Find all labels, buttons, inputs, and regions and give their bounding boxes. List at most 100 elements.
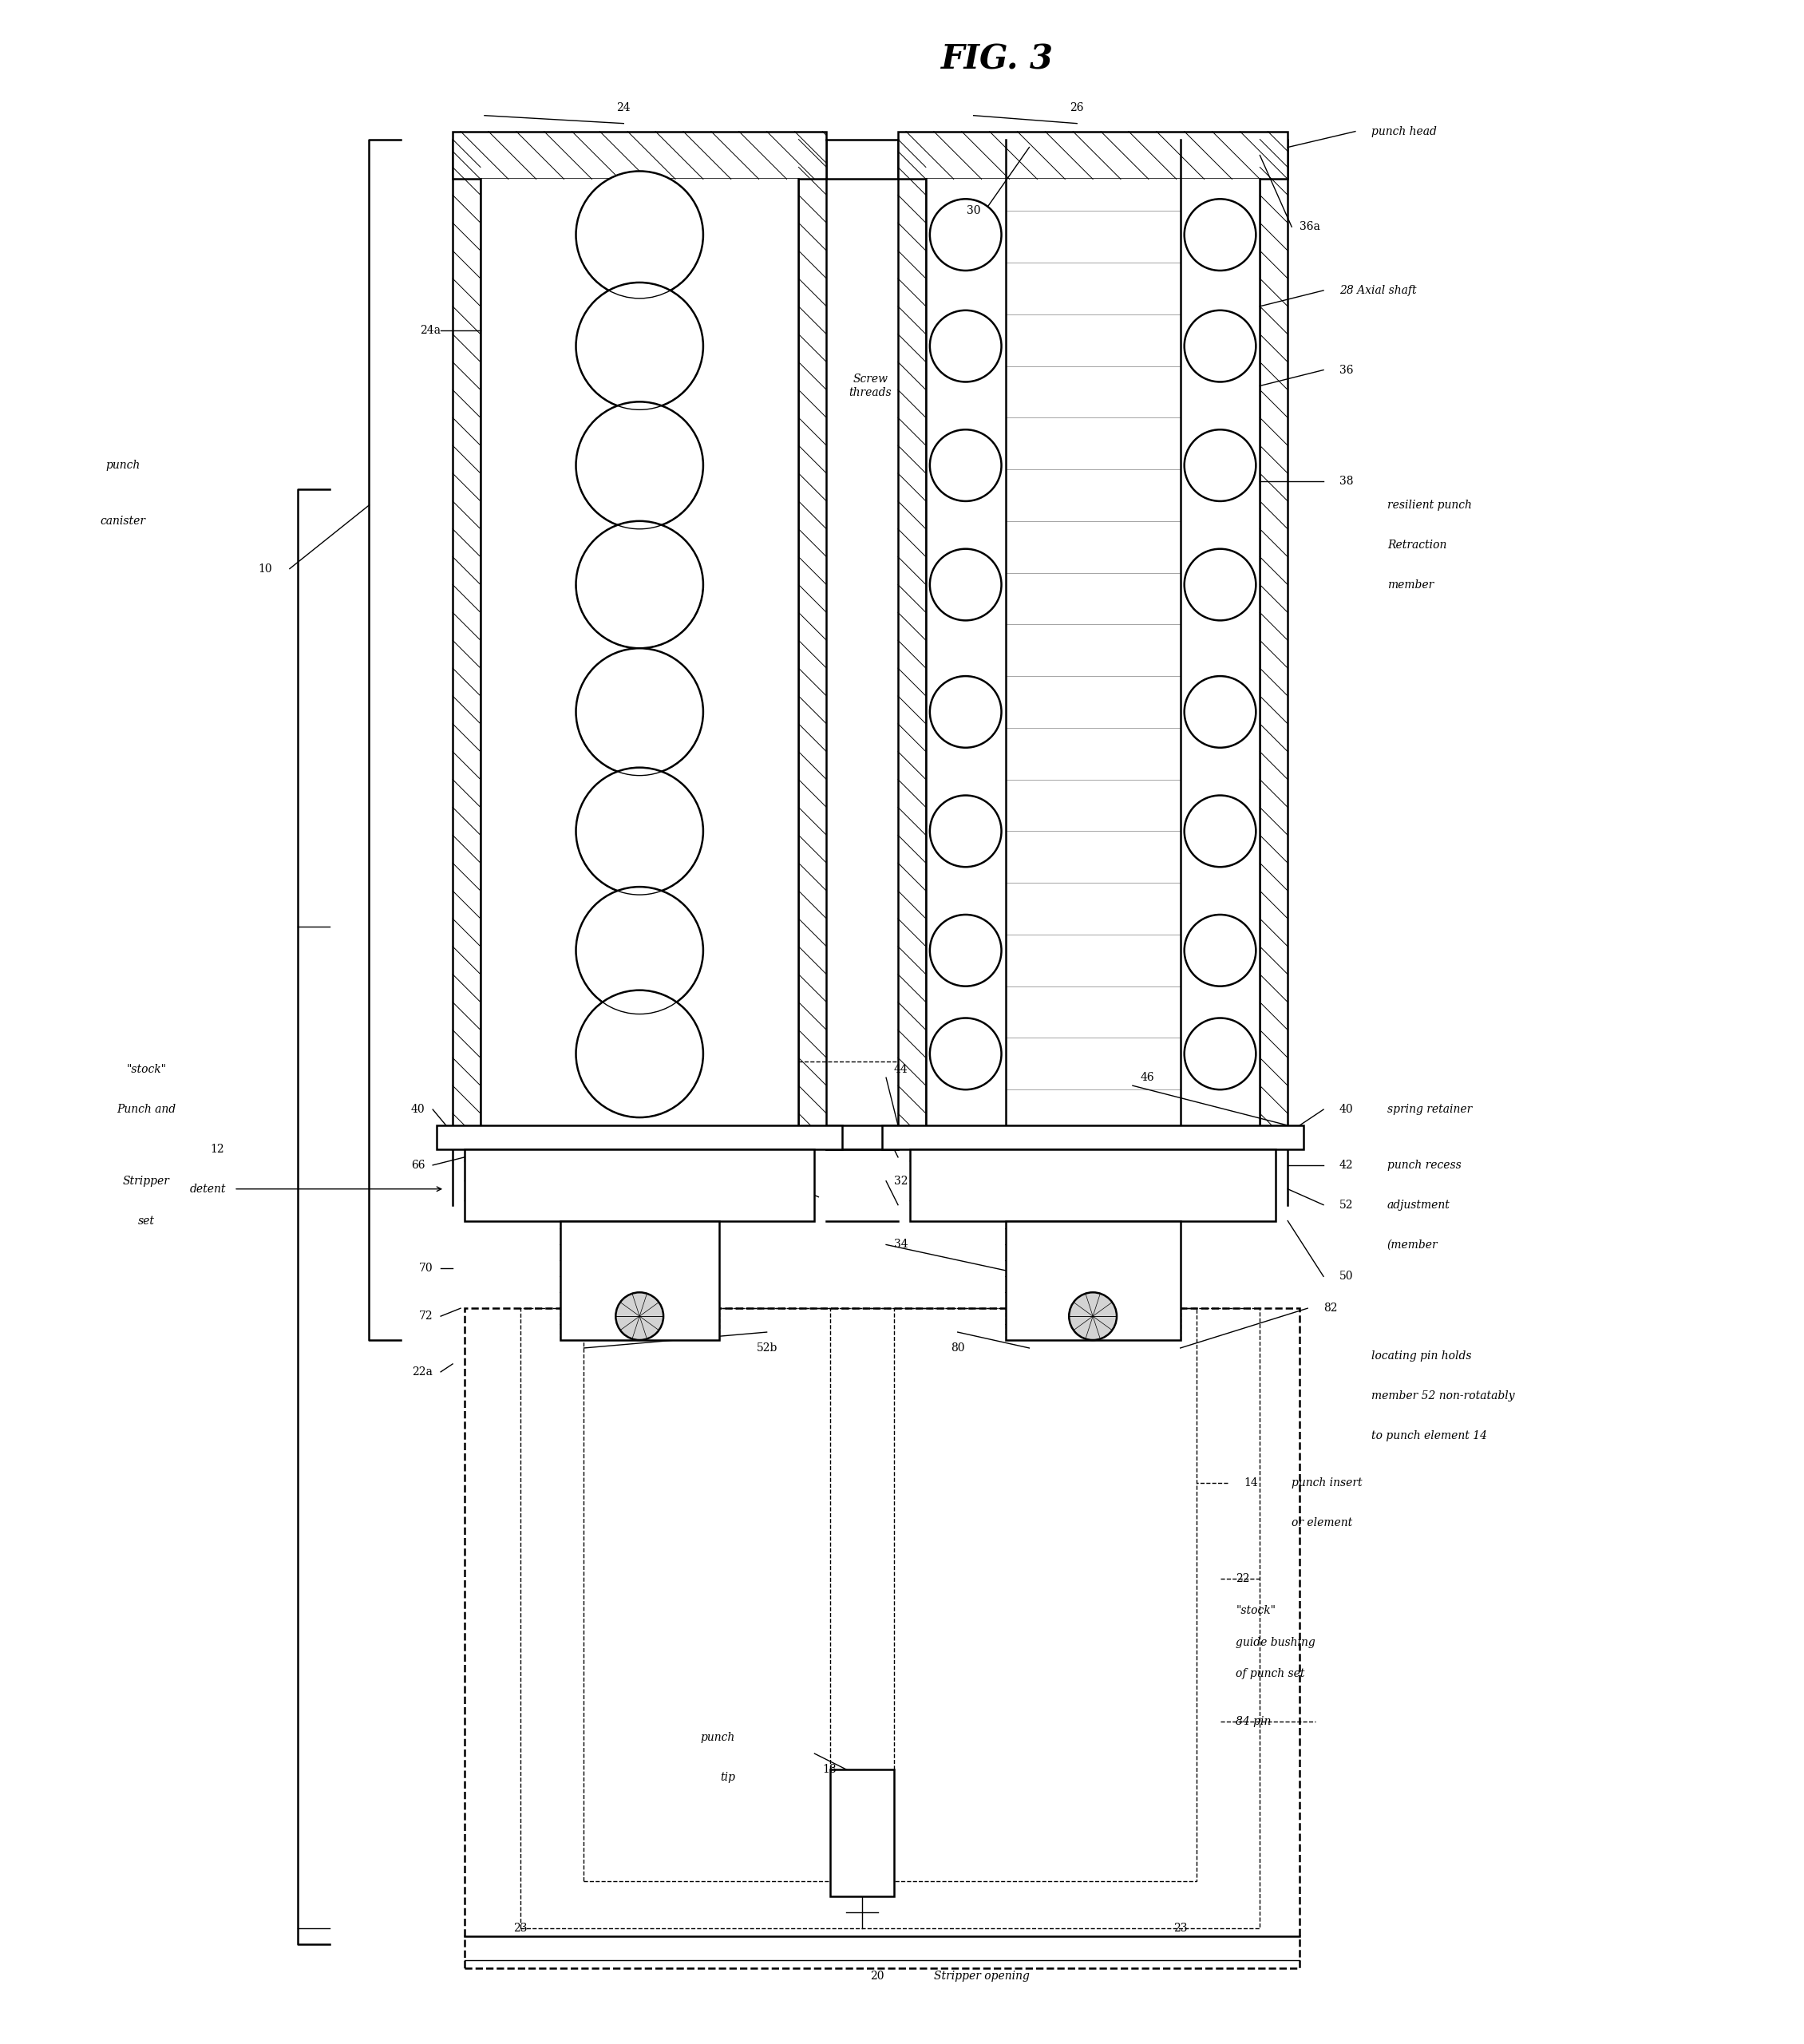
Text: FIG. 3: FIG. 3	[942, 43, 1054, 76]
Circle shape	[929, 311, 1001, 382]
Bar	[453, 131, 826, 180]
Text: resilient punch: resilient punch	[1387, 499, 1472, 511]
Text: 44: 44	[895, 1065, 907, 1075]
Text: 72: 72	[419, 1310, 433, 1322]
Bar	[465, 1149, 815, 1220]
Text: (member: (member	[1387, 1239, 1438, 1251]
Circle shape	[575, 769, 704, 895]
Circle shape	[929, 795, 1001, 867]
Text: punch head: punch head	[1371, 127, 1436, 137]
Text: punch: punch	[700, 1731, 734, 1744]
Text: 22a: 22a	[411, 1365, 433, 1378]
Text: 42: 42	[1339, 1159, 1353, 1171]
Text: 18: 18	[823, 1764, 837, 1774]
Bar	[1005, 180, 1180, 1141]
Text: to punch element 14: to punch element 14	[1371, 1431, 1486, 1441]
Text: 46: 46	[1140, 1071, 1155, 1083]
Bar	[898, 131, 1288, 180]
Text: 24: 24	[617, 102, 631, 112]
Text: tip: tip	[720, 1772, 734, 1782]
Bar	[799, 139, 826, 1141]
Circle shape	[575, 282, 704, 409]
Circle shape	[575, 172, 704, 298]
Text: 10: 10	[258, 564, 272, 574]
Bar	[437, 1126, 842, 1149]
Text: 82: 82	[1324, 1302, 1337, 1314]
Text: 50: 50	[1339, 1271, 1353, 1282]
Bar	[480, 180, 799, 1141]
Bar	[925, 180, 1259, 1141]
Bar	[1259, 139, 1288, 1141]
Circle shape	[929, 677, 1001, 748]
Text: 28 Axial shaft: 28 Axial shaft	[1339, 284, 1416, 296]
Text: spring retainer: spring retainer	[1387, 1104, 1472, 1116]
Circle shape	[575, 648, 704, 775]
Text: 12: 12	[209, 1145, 224, 1155]
Circle shape	[1185, 311, 1256, 382]
Text: 30: 30	[967, 204, 981, 217]
Text: 14: 14	[1245, 1478, 1257, 1488]
Text: 76: 76	[734, 1151, 749, 1163]
Text: 36a: 36a	[1299, 221, 1321, 233]
Text: locating pin holds: locating pin holds	[1371, 1351, 1472, 1361]
Text: 34: 34	[895, 1239, 907, 1251]
Bar	[898, 139, 925, 1141]
Bar	[882, 1126, 1304, 1149]
Circle shape	[929, 198, 1001, 270]
Circle shape	[1070, 1292, 1117, 1341]
Circle shape	[1185, 198, 1256, 270]
Text: 36: 36	[1339, 364, 1353, 376]
Text: adjustment: adjustment	[1387, 1200, 1450, 1210]
Text: punch: punch	[105, 460, 141, 470]
Circle shape	[929, 429, 1001, 501]
Text: 23: 23	[1173, 1923, 1187, 1934]
Circle shape	[1185, 795, 1256, 867]
Circle shape	[1185, 550, 1256, 621]
Bar	[584, 1308, 1196, 1880]
Circle shape	[1185, 914, 1256, 985]
Text: canister: canister	[99, 515, 146, 527]
Text: Punch and: Punch and	[117, 1104, 177, 1116]
Text: 23: 23	[514, 1923, 527, 1934]
Bar	[453, 139, 480, 1141]
Text: member: member	[1387, 578, 1434, 591]
Bar	[830, 1770, 895, 1897]
Text: "stock": "stock"	[1236, 1605, 1275, 1617]
Text: of punch set: of punch set	[1236, 1668, 1304, 1680]
Text: "stock": "stock"	[126, 1065, 166, 1075]
Text: Retraction: Retraction	[1387, 540, 1447, 550]
Bar	[1005, 1220, 1180, 1341]
Text: Screw
threads: Screw threads	[850, 374, 891, 399]
Circle shape	[575, 989, 704, 1118]
Circle shape	[929, 550, 1001, 621]
Text: 24a: 24a	[420, 325, 440, 335]
Circle shape	[929, 1018, 1001, 1089]
Text: member 52 non-rotatably: member 52 non-rotatably	[1371, 1390, 1515, 1402]
Text: 66: 66	[411, 1159, 424, 1171]
Text: punch insert: punch insert	[1292, 1478, 1362, 1488]
Text: 70: 70	[419, 1263, 433, 1273]
Circle shape	[1185, 429, 1256, 501]
Text: 38: 38	[1339, 476, 1353, 486]
Text: 22: 22	[1236, 1574, 1250, 1584]
Circle shape	[929, 914, 1001, 985]
Circle shape	[1185, 1018, 1256, 1089]
Circle shape	[615, 1292, 664, 1341]
Text: or element: or element	[1292, 1517, 1353, 1529]
Text: guide bushing: guide bushing	[1236, 1637, 1315, 1647]
Text: 77: 77	[895, 1128, 907, 1139]
Circle shape	[1185, 677, 1256, 748]
Circle shape	[575, 403, 704, 529]
Bar	[559, 1220, 720, 1341]
Text: set: set	[139, 1216, 155, 1226]
Text: 20: 20	[870, 1970, 884, 1983]
Text: 52: 52	[1339, 1200, 1353, 1210]
Bar	[520, 1308, 1259, 1927]
Text: 32: 32	[895, 1175, 907, 1188]
Text: 52b: 52b	[756, 1343, 778, 1353]
Bar	[909, 1149, 1275, 1220]
Circle shape	[575, 521, 704, 648]
Text: 84 pin: 84 pin	[1236, 1717, 1272, 1727]
Text: 26: 26	[1070, 102, 1084, 112]
Bar	[465, 1308, 1299, 1968]
